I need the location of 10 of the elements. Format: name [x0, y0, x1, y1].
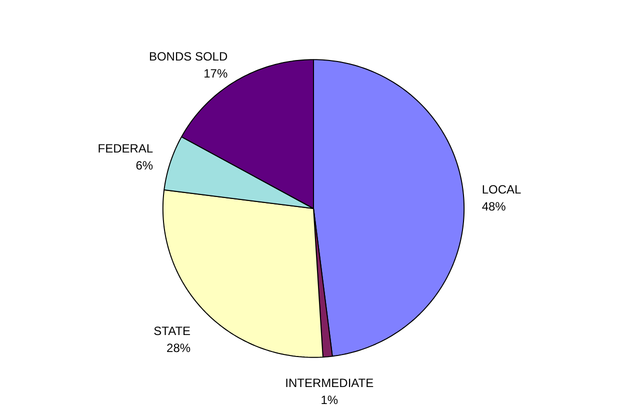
- slice-label: LOCAL: [482, 182, 522, 197]
- data-label: 6%: [136, 158, 154, 172]
- slice-label: INTERMEDIATE: [285, 376, 374, 390]
- data-label: 1%: [320, 392, 338, 407]
- slice-label: FEDERAL: [98, 142, 154, 156]
- data-label: 48%: [482, 199, 506, 214]
- slice-label: STATE: [154, 324, 191, 338]
- data-label: 28%: [166, 340, 191, 355]
- data-label: 17%: [204, 66, 228, 80]
- slice-label: BONDS SOLD: [148, 50, 228, 64]
